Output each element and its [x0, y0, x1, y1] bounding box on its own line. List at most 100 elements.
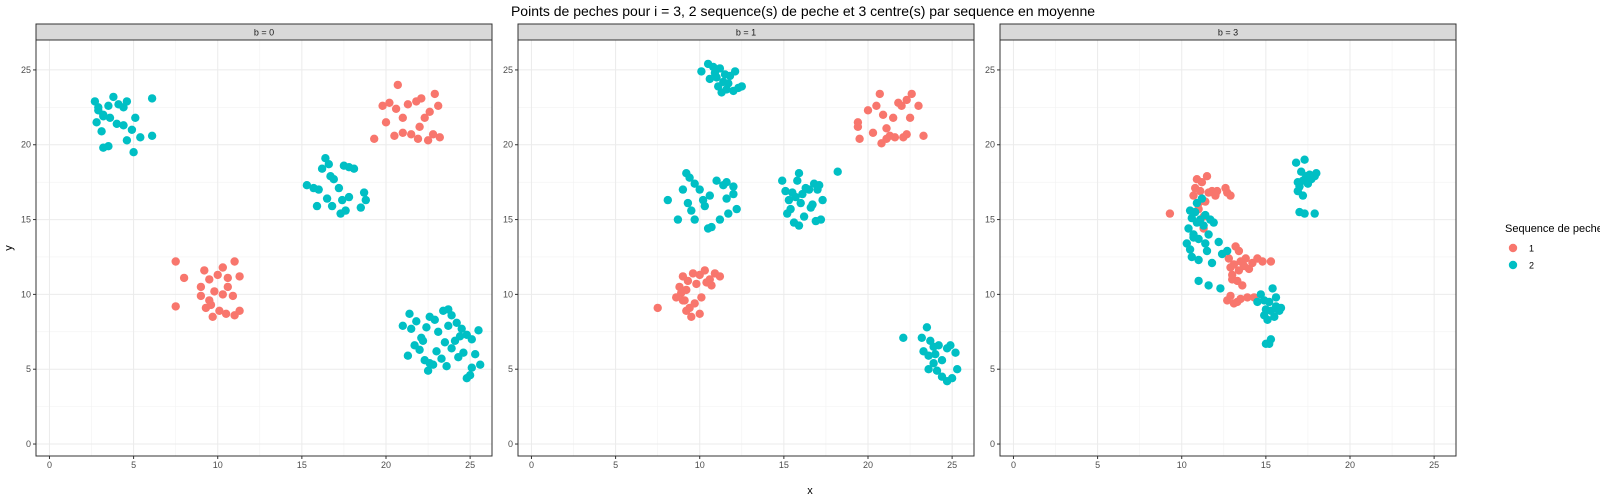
- data-point-seq-1: [1224, 254, 1234, 263]
- y-tick-label: 20: [21, 140, 31, 150]
- data-point-seq-2: [710, 68, 720, 78]
- legend-label-1: 1: [1529, 244, 1534, 254]
- data-point-seq-2: [422, 323, 431, 332]
- data-point-seq-2: [793, 176, 802, 185]
- data-point-seq-2: [781, 186, 790, 196]
- legend-label-2: 2: [1529, 261, 1534, 271]
- data-point-seq-2: [663, 195, 672, 205]
- data-point-seq-1: [1226, 191, 1235, 200]
- data-point-seq-2: [398, 321, 407, 330]
- data-point-seq-1: [218, 290, 227, 299]
- data-point-seq-1: [682, 306, 691, 315]
- data-point-seq-2: [808, 200, 817, 209]
- data-point-seq-2: [471, 350, 480, 359]
- data-point-seq-2: [1202, 246, 1212, 256]
- x-tick-label: 0: [529, 460, 534, 470]
- data-point-seq-1: [390, 131, 399, 140]
- data-point-seq-1: [370, 134, 379, 143]
- data-point-seq-2: [405, 309, 414, 318]
- data-point-seq-2: [440, 338, 450, 347]
- data-point-seq-2: [312, 201, 322, 211]
- data-point-seq-2: [136, 133, 145, 142]
- data-point-seq-2: [922, 323, 932, 332]
- data-point-seq-2: [1223, 246, 1232, 256]
- data-point-seq-1: [381, 118, 391, 127]
- data-point-seq-2: [407, 324, 416, 333]
- data-point-seq-1: [902, 130, 911, 139]
- data-point-seq-2: [334, 183, 344, 193]
- data-point-seq-2: [1312, 169, 1321, 178]
- data-point-seq-2: [147, 94, 157, 103]
- data-point-seq-2: [683, 198, 693, 208]
- data-point-seq-2: [705, 191, 714, 200]
- facet-panels: b = 0 0 5 10 15 20 25 0 5 10 15 20 25 b = 1 0 5 10 15 20 25…: [21, 23, 1457, 470]
- data-point-seq-1: [223, 273, 232, 283]
- data-point-seq-1: [882, 134, 891, 143]
- data-point-seq-2: [804, 185, 814, 194]
- data-point-seq-2: [447, 344, 456, 353]
- data-point-seq-1: [872, 101, 881, 111]
- y-tick-label: 5: [508, 364, 513, 374]
- data-point-seq-1: [677, 288, 686, 298]
- y-tick-label: 15: [503, 215, 513, 225]
- data-point-seq-2: [467, 335, 476, 344]
- data-point-seq-1: [403, 100, 413, 109]
- data-point-seq-1: [914, 101, 923, 111]
- data-point-seq-1: [206, 300, 216, 310]
- data-point-seq-1: [420, 113, 429, 123]
- data-point-seq-2: [465, 371, 475, 380]
- data-point-seq-2: [432, 347, 441, 356]
- data-point-seq-2: [344, 192, 354, 202]
- panel-border: [999, 39, 1457, 457]
- data-point-seq-1: [707, 281, 716, 290]
- data-point-seq-2: [1271, 293, 1281, 302]
- data-point-seq-1: [695, 309, 704, 318]
- data-point-seq-1: [423, 136, 433, 145]
- data-point-seq-2: [1270, 312, 1279, 321]
- data-point-seq-2: [326, 172, 335, 181]
- data-point-seq-1: [215, 306, 224, 315]
- data-point-seq-2: [794, 169, 804, 178]
- data-point-seq-2: [1310, 209, 1319, 218]
- data-point-seq-2: [1184, 224, 1193, 233]
- data-point-seq-2: [1185, 206, 1195, 215]
- x-tick-label: 20: [863, 460, 873, 470]
- facet-strip-label: b = 1: [736, 28, 756, 38]
- data-point-seq-1: [430, 89, 439, 99]
- data-point-seq-2: [794, 221, 804, 230]
- data-point-seq-1: [889, 113, 898, 123]
- data-point-seq-2: [127, 125, 137, 134]
- data-point-seq-1: [1241, 254, 1250, 263]
- data-point-seq-2: [1265, 297, 1274, 307]
- data-point-seq-1: [855, 134, 864, 143]
- data-point-seq-1: [413, 134, 423, 143]
- data-point-seq-2: [1300, 155, 1309, 164]
- y-tick-label: 15: [985, 215, 995, 225]
- data-point-seq-2: [317, 164, 327, 173]
- facet-strip-label: b = 3: [1218, 28, 1238, 38]
- data-point-seq-1: [393, 80, 402, 90]
- data-point-seq-1: [1165, 209, 1175, 218]
- data-point-seq-2: [1266, 335, 1276, 344]
- data-point-seq-1: [897, 101, 906, 111]
- data-point-seq-1: [697, 293, 706, 302]
- data-point-seq-2: [349, 164, 359, 173]
- data-point-seq-1: [208, 312, 217, 321]
- data-point-seq-2: [1189, 233, 1198, 242]
- data-point-seq-1: [868, 128, 878, 137]
- data-point-seq-2: [452, 318, 461, 327]
- data-point-seq-2: [951, 348, 960, 357]
- data-point-seq-2: [724, 79, 733, 88]
- x-tick-label: 0: [1011, 460, 1016, 470]
- data-point-seq-2: [341, 206, 350, 215]
- data-point-seq-2: [99, 112, 108, 121]
- data-point-seq-1: [398, 128, 407, 137]
- data-point-seq-1: [415, 122, 424, 131]
- y-tick-label: 0: [26, 439, 31, 449]
- data-point-seq-2: [722, 194, 731, 203]
- x-tick-label: 10: [213, 460, 223, 470]
- data-point-seq-2: [457, 324, 466, 333]
- data-point-seq-2: [455, 332, 465, 341]
- data-point-seq-1: [230, 257, 239, 266]
- data-point-seq-2: [412, 317, 421, 326]
